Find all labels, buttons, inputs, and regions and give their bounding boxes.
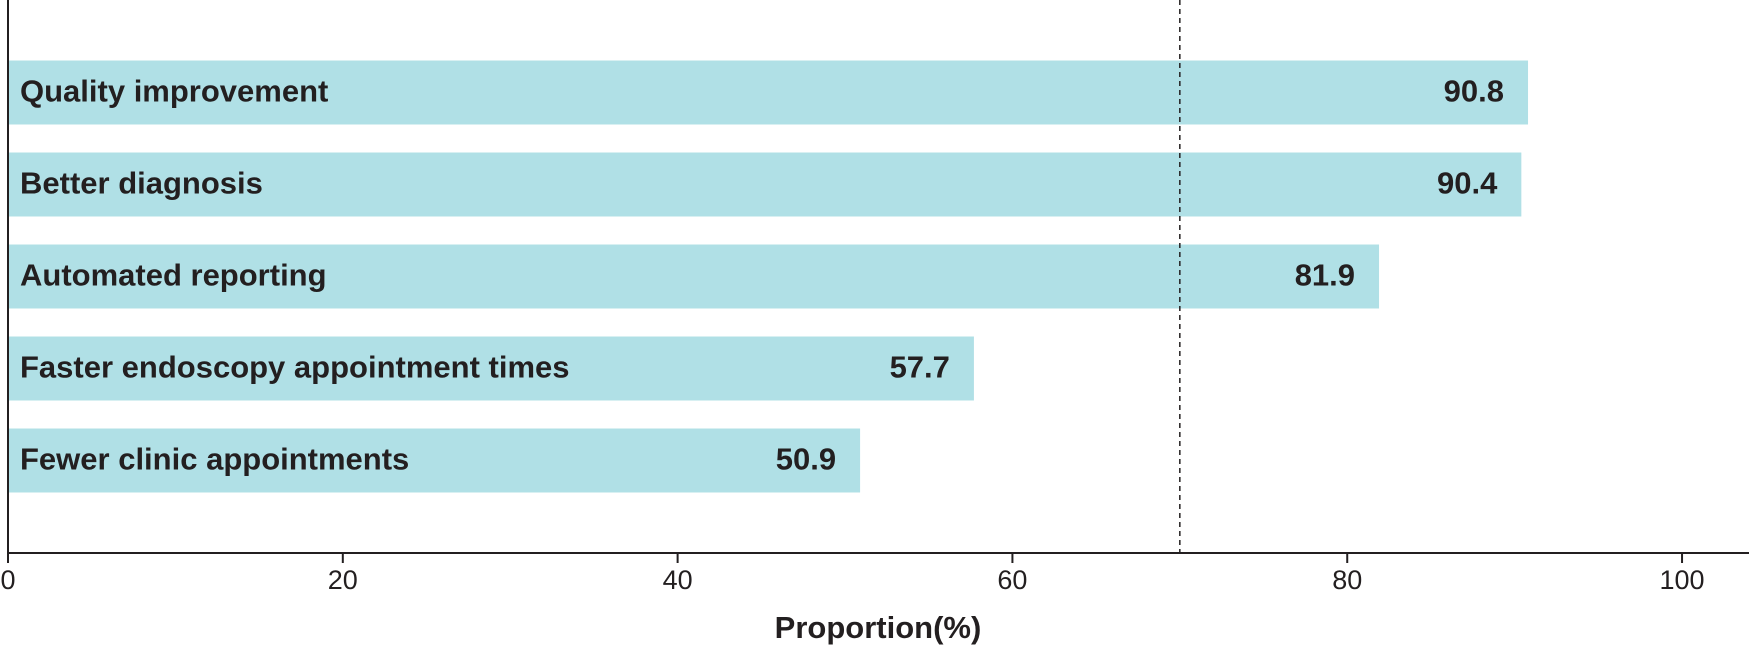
bar xyxy=(8,428,861,493)
bar xyxy=(8,244,1380,309)
x-tick-label: 100 xyxy=(1660,565,1705,595)
value-label: 90.8 xyxy=(1444,74,1504,109)
value-label: 90.4 xyxy=(1437,166,1498,201)
x-tick-label: 60 xyxy=(997,565,1027,595)
category-label: Quality improvement xyxy=(20,74,328,109)
x-tick-label: 80 xyxy=(1332,565,1362,595)
x-tick-label: 0 xyxy=(0,565,15,595)
category-label: Faster endoscopy appointment times xyxy=(20,350,570,385)
value-label: 81.9 xyxy=(1295,258,1355,293)
value-label: 50.9 xyxy=(776,442,836,477)
bar xyxy=(8,152,1522,217)
x-tick-label: 20 xyxy=(328,565,358,595)
bar xyxy=(8,336,974,401)
category-label: Automated reporting xyxy=(20,258,327,293)
bar xyxy=(8,60,1529,125)
x-tick-label: 40 xyxy=(663,565,693,595)
category-label: Fewer clinic appointments xyxy=(20,442,409,477)
category-label: Better diagnosis xyxy=(20,166,263,201)
x-axis-label: Proportion(%) xyxy=(775,610,982,645)
value-label: 57.7 xyxy=(890,350,950,385)
